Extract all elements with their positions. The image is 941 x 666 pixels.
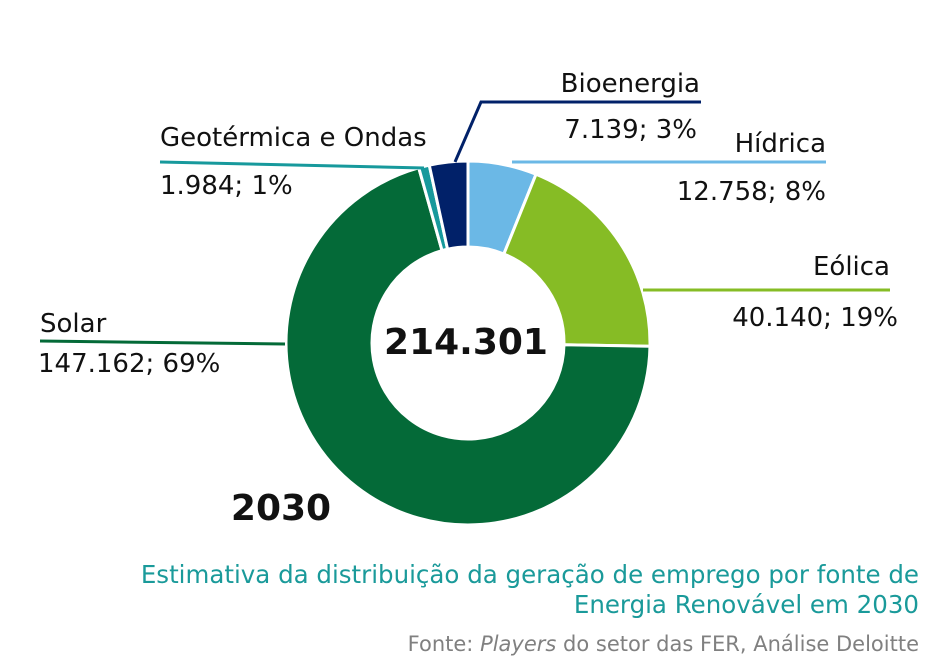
leader-line-geotermica-e-ondas bbox=[159, 160, 425, 170]
slice-eolica bbox=[501, 172, 652, 348]
source-prefix: Fonte: bbox=[407, 632, 481, 656]
year-label: 2030 bbox=[231, 488, 331, 529]
label-value-solar: 147.162; 69% bbox=[38, 349, 220, 379]
label-name-bioenergia: Bioenergia bbox=[561, 69, 700, 99]
label-name-hidrica: Hídrica bbox=[735, 129, 826, 159]
label-name-solar: Solar bbox=[40, 309, 107, 339]
leader-line-solar bbox=[39, 339, 286, 346]
source-suffix: do setor das FER, Análise Deloitte bbox=[556, 632, 919, 656]
caption-line-1: Estimativa da distribuição da geração de… bbox=[140, 560, 919, 589]
slice-solar bbox=[284, 165, 652, 527]
label-value-hidrica: 12.758; 8% bbox=[677, 177, 826, 207]
source-italic: Players bbox=[480, 632, 557, 656]
label-value-eolica: 40.140; 19% bbox=[732, 303, 898, 333]
slice-bioenergia bbox=[427, 159, 470, 251]
label-value-geotermica-e-ondas: 1.984; 1% bbox=[160, 171, 293, 201]
caption-line-2: Energia Renovável em 2030 bbox=[573, 590, 919, 619]
label-value-bioenergia: 7.139; 3% bbox=[564, 115, 697, 145]
source-note: Fonte: Players do setor das FER, Análise… bbox=[408, 632, 919, 656]
center-total-label: 214.301 bbox=[384, 322, 548, 363]
leader-line-bioenergia bbox=[453, 100, 701, 163]
label-name-geotermica-e-ondas: Geotérmica e Ondas bbox=[160, 123, 427, 153]
chart-caption: Estimativa da distribuição da geração de… bbox=[141, 560, 919, 620]
label-name-eolica: Eólica bbox=[813, 252, 890, 282]
